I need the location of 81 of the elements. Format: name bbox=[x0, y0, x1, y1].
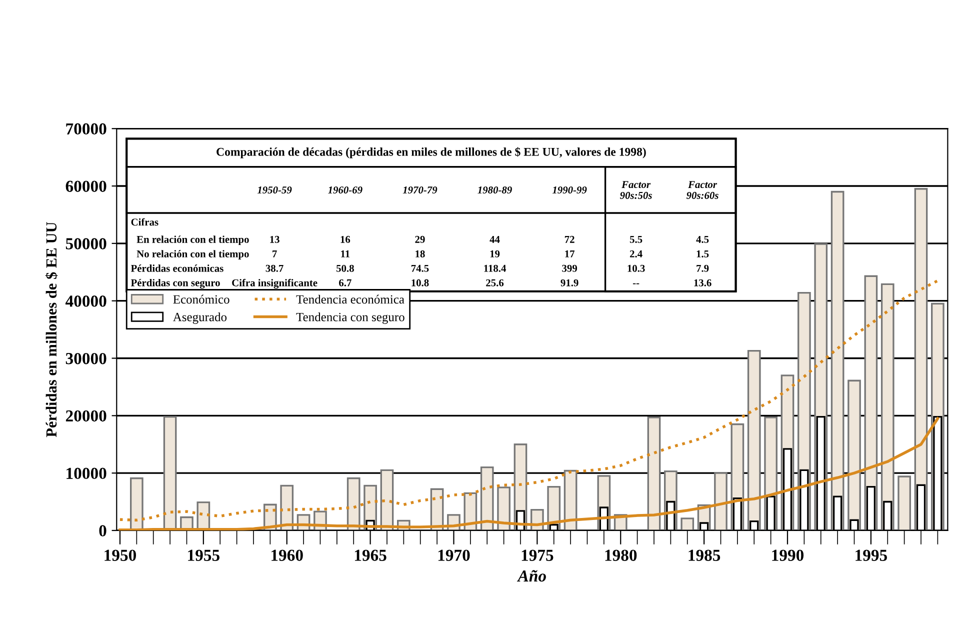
bar bbox=[380, 469, 394, 530]
bar bbox=[830, 190, 844, 530]
line-series bbox=[118, 279, 940, 522]
bar bbox=[280, 484, 294, 530]
legend-label: Asegurado bbox=[172, 312, 227, 324]
annotation: 44 bbox=[490, 236, 500, 243]
annotation: -- bbox=[632, 283, 640, 284]
legend-label: Tendencia económica bbox=[296, 294, 404, 304]
annotation: 399 bbox=[562, 264, 578, 272]
annotation: 50.8 bbox=[336, 264, 354, 272]
annotation: Comparación de décadas (pérdidas en miles de millones de $ EE UU, valores de 1998) bbox=[216, 147, 646, 158]
y-tick-label: 30000 bbox=[66, 352, 106, 364]
y-tick-label: 40000 bbox=[65, 296, 106, 307]
x-tick-label: 1980 bbox=[605, 550, 637, 561]
x-tick-label: 1955 bbox=[188, 550, 220, 561]
annotation: 1990-99 bbox=[552, 186, 587, 194]
y-tick-label: 20000 bbox=[66, 410, 106, 422]
bar bbox=[647, 416, 661, 530]
annotation: 118.4 bbox=[484, 264, 506, 272]
annotation: 16 bbox=[340, 236, 350, 243]
annotation: 25.6 bbox=[486, 279, 504, 286]
x-tick-label: 1995 bbox=[856, 550, 887, 561]
bar bbox=[714, 472, 728, 530]
y-tick-label: 0 bbox=[99, 525, 106, 536]
annotation: Pérdidas económicas bbox=[130, 264, 224, 272]
annotation: 29 bbox=[415, 236, 425, 243]
annotation: 72 bbox=[564, 236, 574, 243]
annotation: Factor 90s:50s bbox=[620, 181, 652, 199]
annotation: 2.4 bbox=[630, 250, 642, 258]
annotation: 19 bbox=[490, 250, 500, 258]
legend-label: Económico bbox=[173, 294, 230, 304]
annotation: 7.9 bbox=[696, 264, 709, 272]
annotation: 91.9 bbox=[560, 279, 578, 286]
annotation: 1980-89 bbox=[478, 186, 512, 194]
legend-label: Tendencia con seguro bbox=[296, 312, 404, 324]
y-tick-label: 60000 bbox=[66, 180, 106, 192]
y-tick-label: 10000 bbox=[66, 468, 106, 480]
annotation: 38.7 bbox=[266, 264, 284, 272]
annotation: 74.5 bbox=[411, 264, 429, 272]
annotation: 1970-79 bbox=[402, 186, 438, 194]
annotation: 5.5 bbox=[630, 236, 642, 243]
annotation: En relación con el tiempo bbox=[136, 236, 249, 246]
x-axis-title: Año bbox=[516, 570, 546, 582]
y-tick-label: 70000 bbox=[66, 123, 106, 135]
annotation: 10.3 bbox=[628, 264, 645, 272]
line-series bbox=[118, 417, 940, 530]
annotation: Factor 90s:60s bbox=[686, 181, 718, 199]
annotation: 17 bbox=[565, 250, 575, 258]
annotation: Cifra insignificante bbox=[232, 278, 318, 289]
annotation: Pérdidas con seguro bbox=[130, 278, 220, 288]
bar bbox=[898, 476, 911, 530]
annotation: 1.5 bbox=[696, 250, 709, 258]
x-tick-label: 1985 bbox=[688, 550, 720, 561]
bar bbox=[848, 380, 861, 530]
annotation: 1950-59 bbox=[257, 186, 292, 194]
annotation: 18 bbox=[416, 250, 425, 258]
annotation: 1960-69 bbox=[328, 186, 362, 194]
annotation: 10.8 bbox=[412, 279, 429, 286]
bar bbox=[564, 470, 578, 530]
x-tick-label: 1975 bbox=[522, 550, 554, 561]
x-tick-label: 1990 bbox=[772, 550, 804, 561]
annotation: 13 bbox=[270, 236, 280, 243]
bar bbox=[480, 466, 494, 530]
annotation: 4.5 bbox=[696, 236, 709, 243]
annotation: 11 bbox=[341, 250, 350, 258]
annotation: 13.6 bbox=[694, 279, 712, 286]
bar bbox=[747, 350, 761, 530]
y-axis-title: Pérdidas en millones de $ EE UU bbox=[45, 222, 58, 438]
bar bbox=[346, 477, 360, 530]
annotation: Cifras bbox=[131, 218, 158, 226]
annotation: 6.7 bbox=[339, 279, 352, 286]
annotation: No relación con el tiempo bbox=[136, 250, 249, 260]
bar bbox=[680, 518, 694, 530]
bar bbox=[497, 486, 510, 530]
x-tick-label: 1950 bbox=[104, 550, 136, 561]
x-tick-label: 1970 bbox=[438, 550, 470, 561]
bar bbox=[130, 477, 144, 530]
x-tick-label: 1965 bbox=[354, 550, 386, 561]
y-tick-label: 50000 bbox=[66, 238, 106, 250]
x-tick-label: 1960 bbox=[272, 550, 303, 561]
annotation: 7 bbox=[272, 250, 277, 258]
